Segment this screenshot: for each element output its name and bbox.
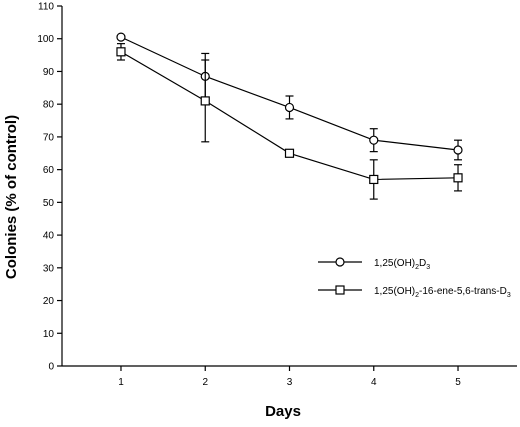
x-tick-label: 1 [118, 377, 124, 388]
legend: 1,25(OH)2D3 1,25(OH)2-16-ene-5,6-trans-D3 [318, 257, 511, 299]
y-tick-label: 60 [43, 165, 55, 176]
series-layer [116, 32, 463, 200]
legend-item-2: 1,25(OH)2-16-ene-5,6-trans-D3 [318, 285, 511, 299]
y-tick-label: 70 [43, 132, 55, 143]
x-axis-title: Days [265, 403, 301, 420]
y-tick-label: 0 [48, 362, 54, 373]
x-tick-label: 5 [455, 377, 461, 388]
y-tick-label: 100 [37, 34, 54, 45]
legend-label: 1,25(OH)2-16-ene-5,6-trans-D3 [374, 286, 511, 299]
data-point [453, 145, 463, 155]
y-tick-label: 50 [43, 198, 55, 209]
y-tick-label: 80 [43, 100, 55, 111]
data-point [453, 173, 463, 183]
data-point [369, 174, 379, 185]
legend-marker [335, 285, 345, 295]
y-tick-label: 90 [43, 67, 55, 78]
x-tick-label: 4 [371, 377, 377, 388]
legend-label: 1,25(OH)2D3 [374, 258, 430, 271]
x-axis: 1 2 3 4 5 [62, 365, 517, 388]
y-tick-label: 40 [43, 231, 55, 242]
x-tick-label: 3 [287, 377, 293, 388]
x-tick-label: 2 [202, 377, 208, 388]
series-1 [116, 32, 463, 161]
data-point [284, 148, 295, 158]
y-tick-label: 10 [43, 329, 55, 340]
y-axis: 0 10 20 30 40 50 60 70 80 90 100 110 [37, 2, 63, 373]
legend-marker [335, 257, 345, 267]
data-point [200, 96, 210, 106]
y-tick-label: 30 [43, 263, 55, 274]
y-tick-label: 20 [43, 296, 55, 307]
data-point [284, 102, 295, 113]
data-point [116, 47, 126, 57]
data-point [116, 32, 126, 42]
y-axis-title: Colonies (% of control) [3, 115, 20, 279]
series-2 [116, 43, 463, 200]
legend-item-1: 1,25(OH)2D3 [318, 257, 430, 271]
y-tick-label: 110 [38, 2, 54, 13]
series-line [120, 36, 459, 151]
data-point [369, 135, 379, 145]
